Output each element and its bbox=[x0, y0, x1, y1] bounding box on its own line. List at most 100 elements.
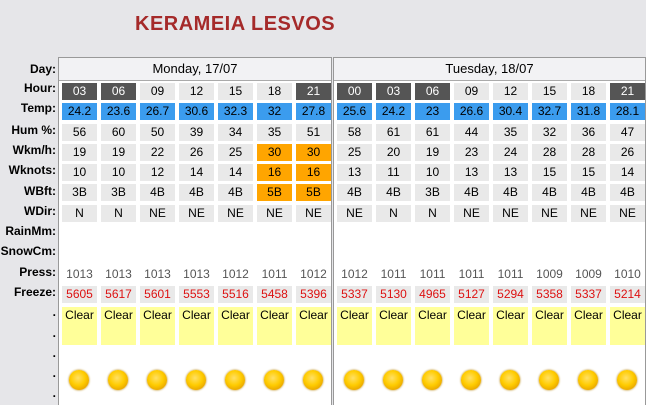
wind-bft-cell: 4B bbox=[179, 184, 214, 201]
sun-icon bbox=[225, 370, 245, 390]
sun-icon bbox=[578, 370, 598, 390]
sky-cell: Clear bbox=[493, 307, 528, 345]
row-label-day: Day: bbox=[29, 62, 56, 76]
temp-cell: 26.7 bbox=[140, 103, 175, 120]
temp-cell: 24.2 bbox=[62, 103, 97, 120]
wind-dir-cell: N bbox=[101, 205, 136, 222]
pressure-cell: 1011 bbox=[261, 267, 288, 281]
hour-cell: 18 bbox=[571, 83, 606, 100]
pressure-cell: 1011 bbox=[419, 267, 446, 281]
freeze-level-cell: 5553 bbox=[179, 286, 214, 303]
freeze-level-cell: 5358 bbox=[532, 286, 567, 303]
hour-cell: 12 bbox=[493, 83, 528, 100]
wind-bft-cell: 4B bbox=[493, 184, 528, 201]
freeze-level-cell: 5458 bbox=[257, 286, 292, 303]
freeze-level-cell: 5294 bbox=[493, 286, 528, 303]
wind-knots-cell: 15 bbox=[571, 164, 606, 181]
wind-bft-cell: 4B bbox=[571, 184, 606, 201]
wind-kmh-cell: 28 bbox=[532, 144, 567, 161]
row-label-dot: . bbox=[52, 366, 56, 380]
pressure-cell: 1013 bbox=[183, 267, 210, 281]
wind-bft-cell: 4B bbox=[610, 184, 645, 201]
page-title: KERAMEIA LESVOS bbox=[135, 13, 336, 35]
wind-dir-cell: N bbox=[62, 205, 97, 222]
sky-cell: Clear bbox=[415, 307, 450, 345]
temp-cell: 27.8 bbox=[296, 103, 331, 120]
wind-dir-cell: NE bbox=[454, 205, 489, 222]
wind-bft-cell: 4B bbox=[376, 184, 411, 201]
sun-icon bbox=[108, 370, 128, 390]
freeze-level-cell: 5130 bbox=[376, 286, 411, 303]
sun-icon bbox=[422, 370, 442, 390]
sun-icon bbox=[69, 370, 89, 390]
pressure-cell: 1013 bbox=[66, 267, 93, 281]
wind-knots-cell: 14 bbox=[610, 164, 645, 181]
humidity-cell: 35 bbox=[493, 124, 528, 141]
hour-cell: 21 bbox=[610, 83, 645, 100]
humidity-cell: 56 bbox=[62, 124, 97, 141]
pressure-cell: 1011 bbox=[458, 267, 485, 281]
freeze-level-cell: 5605 bbox=[62, 286, 97, 303]
pressure-cell: 1013 bbox=[105, 267, 132, 281]
row-label-dot: . bbox=[52, 386, 56, 400]
wind-kmh-cell: 20 bbox=[376, 144, 411, 161]
wind-knots-cell: 13 bbox=[337, 164, 372, 181]
row-label-hour: Hour: bbox=[24, 81, 56, 95]
wind-dir-cell: N bbox=[415, 205, 450, 222]
wind-bft-cell: 4B bbox=[140, 184, 175, 201]
row-label-wkmh: Wkm/h: bbox=[12, 143, 56, 157]
wind-kmh-cell: 24 bbox=[493, 144, 528, 161]
sun-icon bbox=[539, 370, 559, 390]
hour-cell: 18 bbox=[257, 83, 292, 100]
wind-kmh-cell: 19 bbox=[62, 144, 97, 161]
pressure-cell: 1011 bbox=[497, 267, 524, 281]
temp-cell: 32 bbox=[257, 103, 292, 120]
hour-cell: 09 bbox=[454, 83, 489, 100]
temp-cell: 26.6 bbox=[454, 103, 489, 120]
freeze-level-cell: 5337 bbox=[571, 286, 606, 303]
pressure-cell: 1012 bbox=[300, 267, 327, 281]
hour-cell: 21 bbox=[296, 83, 331, 100]
wind-dir-cell: NE bbox=[532, 205, 567, 222]
temp-cell: 28.1 bbox=[610, 103, 645, 120]
freeze-level-cell: 5516 bbox=[218, 286, 253, 303]
wind-dir-cell: NE bbox=[140, 205, 175, 222]
humidity-cell: 32 bbox=[532, 124, 567, 141]
wind-kmh-cell: 30 bbox=[296, 144, 331, 161]
hour-cell: 03 bbox=[376, 83, 411, 100]
sun-icon bbox=[617, 370, 637, 390]
hour-cell: 15 bbox=[218, 83, 253, 100]
sky-cell: Clear bbox=[140, 307, 175, 345]
row-label-freeze: Freeze: bbox=[13, 285, 56, 299]
pressure-cell: 1009 bbox=[536, 267, 563, 281]
sun-icon bbox=[344, 370, 364, 390]
pressure-cell: 1009 bbox=[575, 267, 602, 281]
freeze-level-cell: 5617 bbox=[101, 286, 136, 303]
hour-cell: 06 bbox=[415, 83, 450, 100]
wind-knots-cell: 12 bbox=[140, 164, 175, 181]
row-label-rain: RainMm: bbox=[5, 224, 56, 238]
humidity-cell: 61 bbox=[376, 124, 411, 141]
humidity-cell: 36 bbox=[571, 124, 606, 141]
wind-dir-cell: NE bbox=[571, 205, 606, 222]
humidity-cell: 61 bbox=[415, 124, 450, 141]
freeze-level-cell: 5601 bbox=[140, 286, 175, 303]
hour-cell: 15 bbox=[532, 83, 567, 100]
sky-cell: Clear bbox=[376, 307, 411, 345]
wind-kmh-cell: 26 bbox=[610, 144, 645, 161]
wind-knots-cell: 13 bbox=[454, 164, 489, 181]
sun-icon bbox=[303, 370, 323, 390]
wind-bft-cell: 5B bbox=[296, 184, 331, 201]
pressure-cell: 1011 bbox=[380, 267, 407, 281]
row-label-snow: SnowCm: bbox=[0, 244, 56, 258]
humidity-cell: 58 bbox=[337, 124, 372, 141]
sun-icon bbox=[147, 370, 167, 390]
wind-dir-cell: NE bbox=[610, 205, 645, 222]
temp-cell: 31.8 bbox=[571, 103, 606, 120]
sky-cell: Clear bbox=[179, 307, 214, 345]
day-header: Tuesday, 18/07 bbox=[334, 58, 645, 81]
wind-bft-cell: 4B bbox=[532, 184, 567, 201]
wind-dir-cell: NE bbox=[179, 205, 214, 222]
temp-cell: 23.6 bbox=[101, 103, 136, 120]
wind-bft-cell: 3B bbox=[101, 184, 136, 201]
